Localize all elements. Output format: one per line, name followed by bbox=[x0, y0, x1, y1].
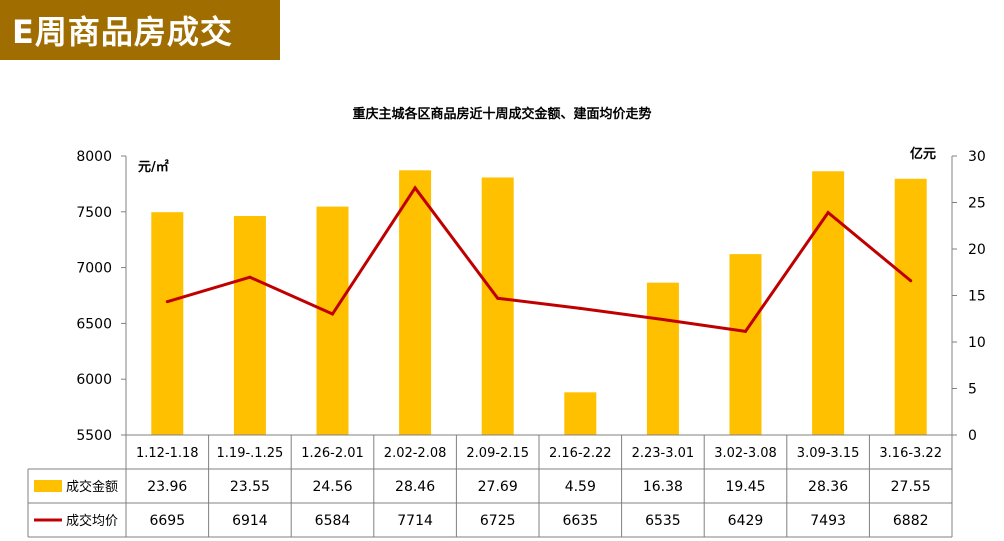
data-label: 16.38 bbox=[643, 479, 683, 495]
bar bbox=[564, 392, 597, 435]
chart-title: 重庆主城各区商品房近十周成交金额、建面均价走势 bbox=[352, 106, 651, 122]
legend-label: 成交均价 bbox=[66, 513, 118, 529]
right-tick-label: 20 bbox=[968, 242, 986, 258]
legend-swatch-bar bbox=[34, 480, 62, 492]
data-label: 6914 bbox=[232, 513, 268, 529]
plot-area: 5500 6000 6500 7000 7500 8000 0 5 10 15 20 25 30 1.12… bbox=[27, 149, 986, 538]
legend-label: 成交金额 bbox=[66, 479, 118, 495]
right-tick-label: 10 bbox=[968, 335, 986, 351]
line-point bbox=[578, 306, 582, 310]
data-label: 6535 bbox=[645, 513, 681, 529]
right-tick-label: 0 bbox=[968, 428, 977, 444]
right-axis-unit: 亿元 bbox=[910, 146, 936, 162]
bar bbox=[646, 282, 679, 435]
category-label: 2.02-2.08 bbox=[384, 446, 447, 461]
data-label: 7493 bbox=[810, 513, 846, 529]
line-point bbox=[661, 317, 665, 321]
left-tick-label: 7500 bbox=[76, 205, 112, 221]
data-label: 6725 bbox=[480, 513, 516, 529]
left-tick-label: 5500 bbox=[76, 428, 112, 444]
right-tick-label: 25 bbox=[968, 196, 986, 212]
right-tick-label: 5 bbox=[968, 382, 977, 398]
line-point bbox=[826, 211, 830, 215]
line-series bbox=[166, 185, 912, 333]
data-label: 19.45 bbox=[725, 479, 765, 495]
left-tick-label: 6000 bbox=[76, 372, 112, 388]
category-label: 3.16-3.22 bbox=[879, 446, 942, 461]
data-label: 28.46 bbox=[395, 479, 435, 495]
data-label: 6635 bbox=[562, 513, 598, 529]
left-tick-label: 6500 bbox=[76, 316, 112, 332]
data-label: 7714 bbox=[397, 513, 433, 529]
data-label: 6882 bbox=[893, 513, 929, 529]
category-label: 3.02-3.08 bbox=[714, 446, 777, 461]
page-title-banner: E周商品房成交 bbox=[0, 0, 280, 60]
data-label: 27.69 bbox=[478, 479, 518, 495]
data-label: 6429 bbox=[728, 513, 764, 529]
line-point bbox=[413, 186, 417, 190]
line-point bbox=[744, 329, 747, 333]
bar bbox=[316, 206, 349, 435]
data-label: 23.96 bbox=[147, 479, 187, 495]
line-point bbox=[909, 279, 913, 283]
line-point bbox=[496, 296, 500, 300]
bar bbox=[233, 215, 266, 435]
data-label: 28.36 bbox=[808, 479, 848, 495]
bar bbox=[729, 254, 762, 435]
bar bbox=[894, 178, 927, 435]
data-label: 6695 bbox=[149, 513, 185, 529]
bar bbox=[399, 170, 432, 435]
left-tick-label: 7000 bbox=[76, 261, 112, 277]
left-tick-label: 8000 bbox=[76, 149, 112, 165]
category-label: 1.12-1.18 bbox=[136, 446, 199, 461]
bar bbox=[481, 177, 514, 435]
bar bbox=[151, 212, 184, 435]
data-label: 24.56 bbox=[312, 479, 352, 495]
data-label: 23.55 bbox=[230, 479, 270, 495]
right-tick-label: 15 bbox=[968, 289, 986, 305]
page-title: E周商品房成交 bbox=[12, 13, 233, 51]
right-tick-label: 30 bbox=[968, 149, 986, 165]
category-label: 2.09-2.15 bbox=[466, 446, 529, 461]
category-label: 3.09-3.15 bbox=[797, 446, 860, 461]
data-label: 6584 bbox=[315, 513, 351, 529]
bar bbox=[812, 171, 845, 435]
category-label: 2.16-2.22 bbox=[549, 446, 612, 461]
category-label: 2.23-3.01 bbox=[632, 446, 695, 461]
category-label: 1.19-.1.25 bbox=[217, 446, 284, 461]
line-point bbox=[331, 312, 334, 316]
data-label: 27.55 bbox=[891, 479, 931, 495]
left-axis-unit: 元/㎡ bbox=[138, 159, 169, 175]
line-point bbox=[248, 275, 252, 279]
category-label: 1.26-2.01 bbox=[301, 446, 364, 461]
data-label: 4.59 bbox=[565, 479, 596, 495]
line-point bbox=[165, 300, 169, 304]
